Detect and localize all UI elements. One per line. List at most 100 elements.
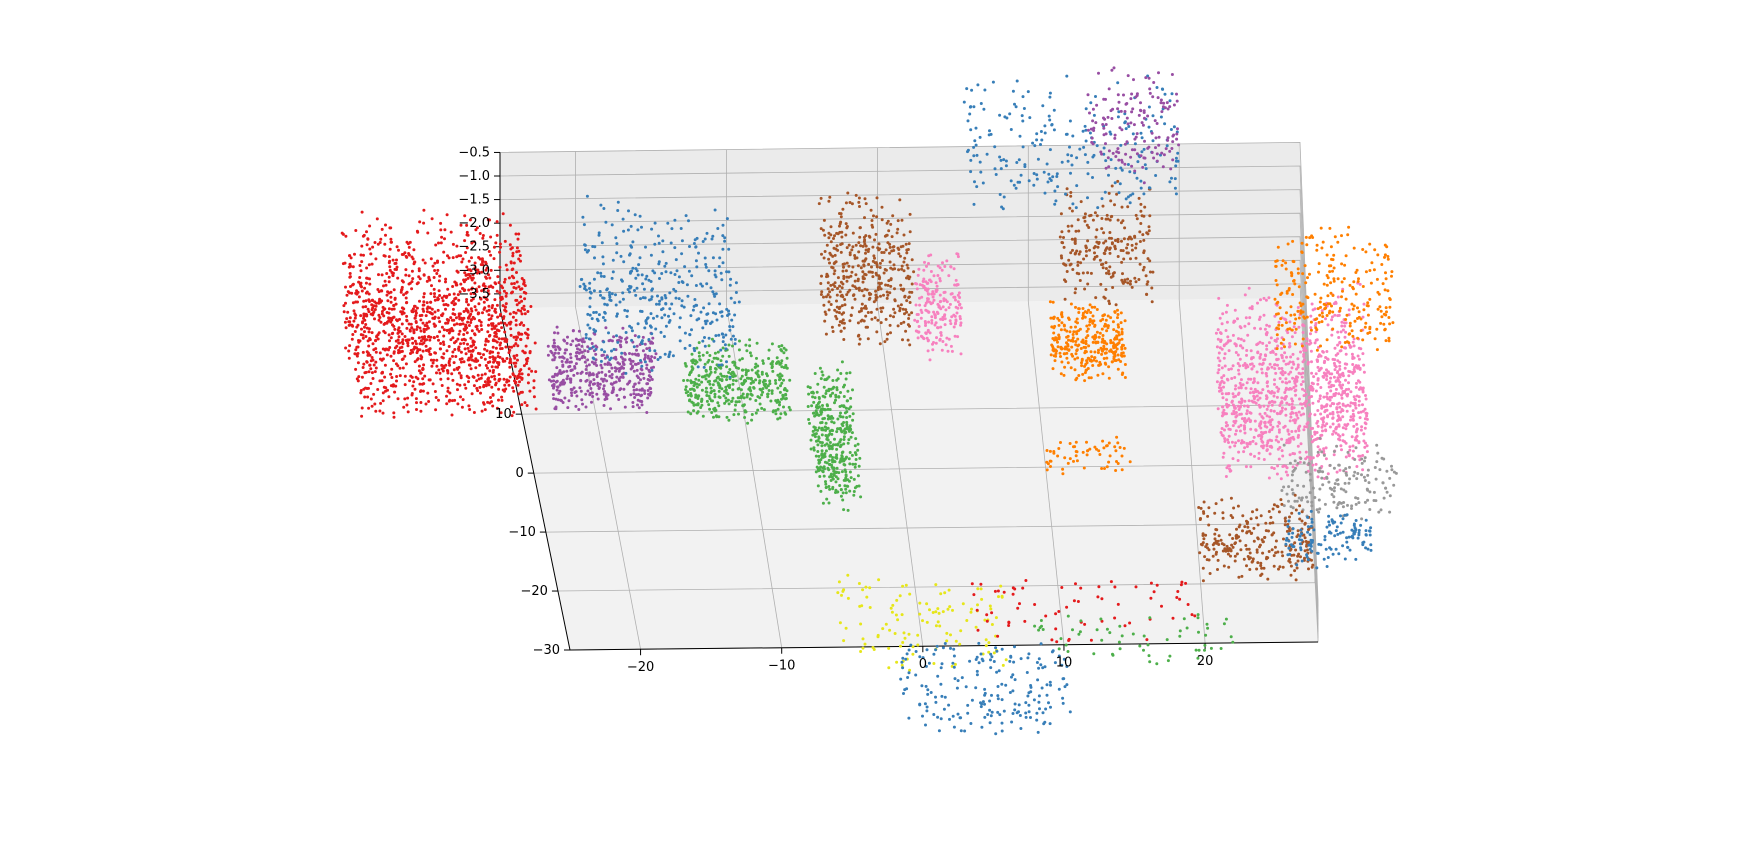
scatter-point [1081,307,1085,310]
scatter-point [485,266,489,270]
scatter-point [839,372,843,375]
scatter-point [420,335,424,339]
scatter-point [1086,327,1090,331]
scatter-point [574,344,578,348]
scatter-point [1069,251,1073,255]
scatter-point [475,271,479,275]
scatter-point [418,382,422,386]
scatter-point [826,438,830,442]
scatter-point [360,327,363,331]
scatter-point [466,320,470,324]
scatter-point [587,249,590,252]
scatter-point [867,291,871,295]
scatter-point [368,224,372,228]
scatter-point [725,270,729,274]
scatter-point [587,363,591,367]
scatter-point [1107,299,1111,303]
scatter-point [438,330,442,334]
scatter-point [425,310,429,314]
scatter-point [367,406,371,410]
scatter-point [489,284,493,288]
scatter-point [844,487,848,491]
scatter-point [558,355,562,359]
scatter-point [1116,255,1120,258]
scatter-point [751,379,755,383]
scatter-point [1325,378,1329,381]
scatter-point [817,397,821,400]
scatter-point [564,348,567,352]
scatter-point [461,398,465,402]
scatter-point [843,298,847,301]
scatter-point [1333,346,1337,350]
scatter-point [823,250,827,253]
scatter-point [510,282,514,286]
scatter-point [601,353,605,357]
scatter-point [546,353,550,357]
scatter-point [1080,340,1084,344]
scatter-point [724,385,728,389]
scatter-point [348,344,352,348]
scatter-point [650,368,654,372]
scatter-point [916,273,920,277]
scatter-point [908,301,912,304]
scatter-point [603,390,607,393]
scatter-point [615,312,619,316]
scatter-point [1086,282,1090,286]
scatter-point [875,215,879,219]
scatter-point [1104,239,1108,243]
scatter-point [813,432,816,436]
scatter-point [848,451,852,454]
scatter-point [1360,425,1364,429]
scatter-point [509,333,513,337]
scatter-point [407,274,411,278]
scatter-point [633,396,637,399]
scatter-point [1228,428,1232,431]
scatter-point [499,245,502,249]
scatter-point [640,388,644,392]
scatter-point [1363,445,1367,449]
scatter-point [842,438,846,441]
scatter-point [653,349,657,353]
scatter-point [838,440,842,444]
scatter-point [632,388,636,392]
scatter-point [440,384,444,387]
scatter-point [483,357,487,361]
scatter-point [1332,394,1336,398]
scatter-point [1357,395,1361,399]
scatter-point [914,303,918,307]
scatter-point [680,299,684,303]
scatter-point [586,358,590,362]
scatter-point [465,298,469,301]
scatter-point [839,212,843,216]
scatter-point [853,462,857,466]
scatter-point [444,277,448,281]
scatter-point [851,418,855,422]
scatter-point [1314,389,1318,393]
scatter-point [502,337,506,341]
scatter-point [1355,465,1359,468]
scatter-point [570,391,573,395]
scatter-point [1216,337,1220,341]
scatter-point [1330,315,1334,319]
scatter-point [436,296,440,300]
scatter-point [808,386,812,390]
scatter-point [615,375,619,379]
scatter-point [1052,331,1056,335]
scatter-point [943,265,947,268]
scatter-point [578,348,582,352]
scatter-point [1228,469,1232,473]
scatter-point [601,296,605,300]
scatter-point [485,349,489,353]
scatter-point [828,295,832,299]
scatter-point [1258,362,1262,366]
scatter-point [887,229,891,233]
scatter-point [500,337,504,341]
scatter-point [384,347,388,351]
scatter-point [361,321,364,325]
scatter-point [500,326,504,330]
scatter-point [1310,371,1314,375]
scatter-point [1113,247,1117,251]
scatter-point [565,377,569,381]
scatter-point [488,351,492,355]
scatter-point [1134,242,1138,246]
